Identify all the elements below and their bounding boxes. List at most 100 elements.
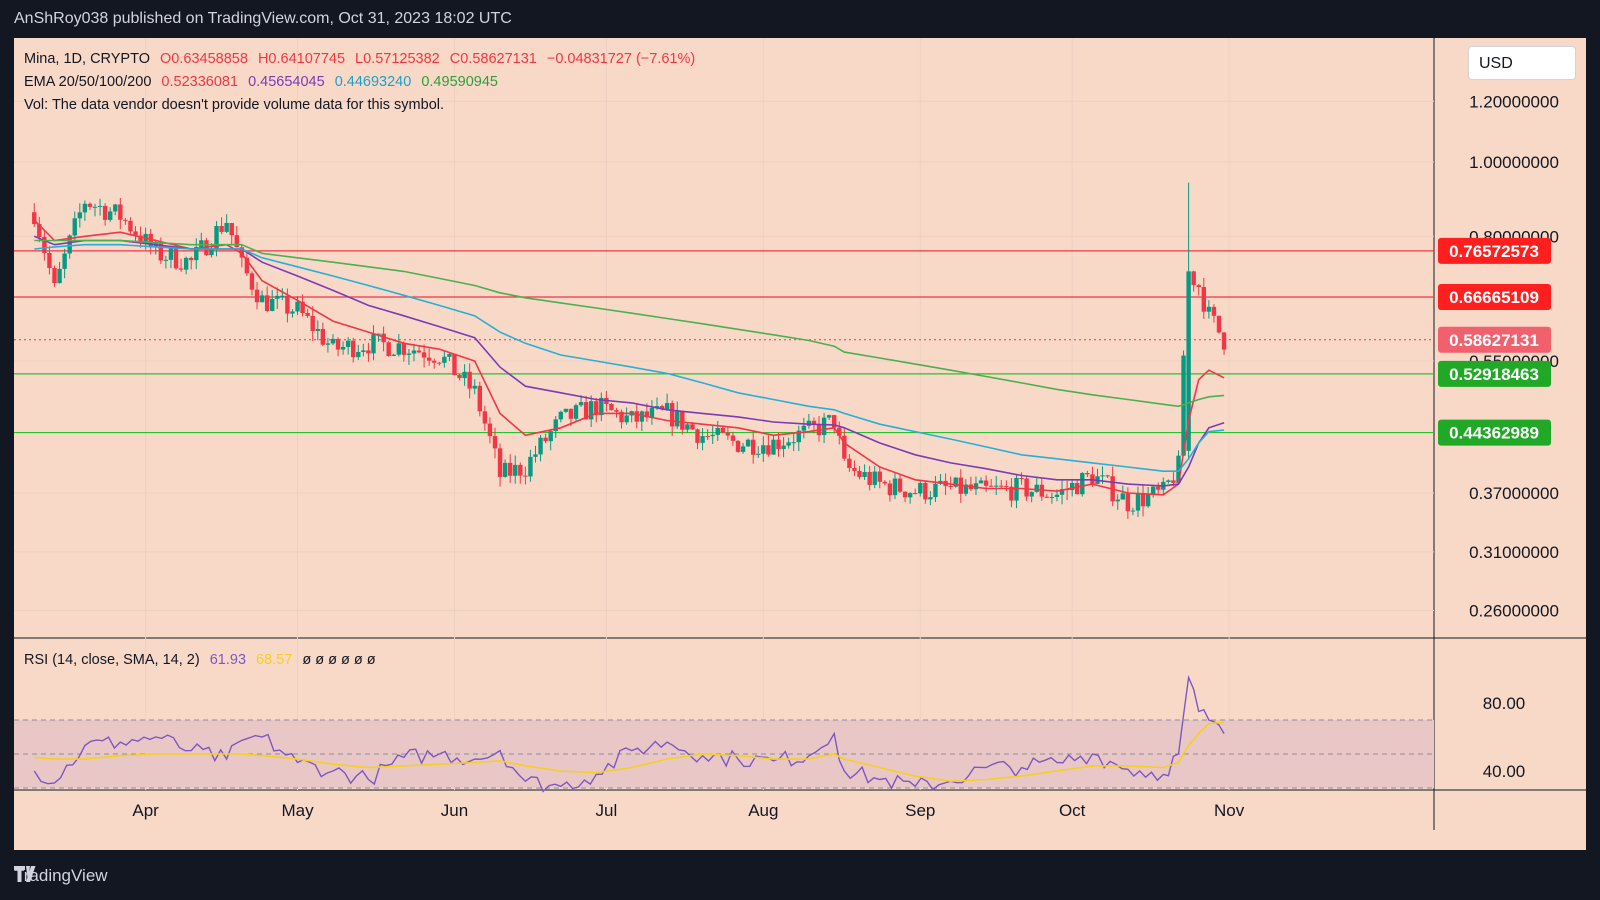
candle-body [406,353,412,355]
time-tick-label: Sep [905,801,935,820]
support-price-label-bg [1438,360,1551,387]
candle-body [502,462,508,477]
candle-body [452,354,457,376]
rsi-empty-values: ø ø ø ø ø ø [302,652,376,668]
candle-body [1145,494,1151,507]
candle-body [396,343,401,355]
chart-area[interactable]: Apr May Jun Jul Aug Sep Oct Nov 1.20000000 1.0000… [14,38,1586,850]
candle-body [264,295,270,311]
time-tick-label: Jun [441,801,468,820]
candle-body [442,356,447,363]
candle-body [270,298,275,311]
candle-body [290,311,295,314]
rsi-sma-value: 68.57 [256,652,293,668]
candle-body [1201,287,1207,312]
candle-body [356,351,361,358]
footer-brand[interactable]: TradingView [14,866,108,886]
candle-body [624,415,629,423]
rsi-tick-label: 40.00 [1483,762,1526,781]
open-value: O0.63458858 [160,51,248,67]
rsi-value: 61.93 [209,652,247,668]
candle-body [1135,493,1141,511]
time-tick-label: Apr [132,801,159,820]
time-tick-label: May [281,801,314,820]
candle-body [654,406,660,408]
support-price-label-bg [1438,419,1551,446]
candle-body [1085,473,1090,475]
candle-body [437,362,442,364]
support-price-label: 0.52918463 [1449,365,1539,384]
ema-legend[interactable]: EMA 20/50/100/200 0.52336081 0.45654045 … [24,74,504,90]
candle-body [158,243,164,261]
candle-body [543,437,548,442]
resistance-price-label-bg [1438,237,1551,264]
candle-body [857,470,862,477]
candle-body [619,411,624,423]
rsi-line [33,674,1225,793]
candle-body [209,249,214,256]
currency-selector[interactable]: USD [1468,46,1576,80]
candle-body [842,435,847,459]
candle-body [685,424,690,430]
candle-body [351,340,356,358]
ohlc-legend[interactable]: Mina, 1D, CRYPTO O0.63458858 H0.64107745… [24,51,701,67]
candle-body [897,478,903,492]
candle-body [1211,306,1217,316]
candle-body [786,442,791,446]
candle-body [821,417,827,436]
candle-body [1196,285,1201,288]
candle-body [492,436,498,449]
candle-body [1054,494,1060,497]
ema100-value: 0.44693240 [334,74,412,90]
ema20-value: 0.52336081 [161,74,239,90]
candle-body [234,235,239,248]
candle-body [472,385,477,389]
candle-body [776,439,781,450]
candle-body [913,493,918,495]
ema50-value: 0.45654045 [248,74,325,90]
last-price-label: 0.58627131 [1449,331,1539,350]
candle-body [173,248,179,269]
candle-body [588,401,594,420]
price-chart-svg[interactable]: Apr May Jun Jul Aug Sep Oct Nov 1.20000000 1.0000… [14,38,1586,850]
candle-body [426,357,432,361]
candle-body [973,483,979,490]
candle-body [669,403,675,427]
price-tick-label: 0.37000000 [1469,484,1559,503]
candle-body [118,204,123,220]
candle-body [513,464,518,476]
candle-body [1080,473,1085,495]
symbol-label[interactable]: Mina, 1D, CRYPTO [24,51,150,67]
candle-body [335,338,341,350]
candle-body [275,295,280,299]
candle-body [695,429,700,443]
candle-body [1014,477,1019,501]
candle-body [77,212,83,219]
publisher-header: AnShRoy038 published on TradingView.com,… [14,10,512,27]
candle-body [259,295,265,303]
candle-body [366,350,371,354]
candle-body [507,462,513,476]
candle-body [42,236,47,254]
candle-body [1019,477,1024,479]
candle-body [401,343,407,355]
candle-body [487,423,493,437]
candle-body [1024,478,1029,497]
candle-body [528,456,533,477]
candle-body [710,434,715,437]
candle-body [1120,493,1125,500]
high-value: H0.64107745 [257,51,346,67]
candle-body [285,295,290,314]
candles [32,182,1227,519]
change-value: −0.04831727 (−7.61%) [546,51,696,67]
candle-body [918,482,923,494]
candle-body [730,435,736,441]
candle-body [305,312,310,316]
candle-body [219,225,224,232]
candle-body [735,440,741,452]
rsi-sma-line [34,721,1225,783]
candle-body [538,437,543,455]
candle-body [609,403,614,411]
rsi-legend[interactable]: RSI (14, close, SMA, 14, 2) 61.93 68.57 … [24,652,382,668]
candle-body [523,475,528,477]
